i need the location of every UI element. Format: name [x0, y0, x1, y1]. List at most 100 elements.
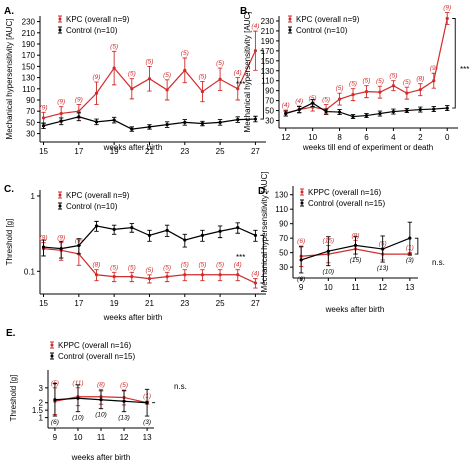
- panel-a-series-tumor-point: [200, 90, 205, 94]
- panel-d-legend-dot: [300, 190, 304, 194]
- panel-c-significance: ***: [236, 253, 245, 262]
- panel-d-significance: n.s.: [432, 258, 445, 267]
- panel-a-xlabel: weeks after birth: [103, 143, 163, 152]
- panel-d-legend-dot: [300, 201, 304, 205]
- panel-a-ytick-label: 190: [22, 40, 36, 49]
- panel-a-series-tumor-point: [112, 66, 116, 70]
- panel-d-series-control-point: [381, 247, 385, 251]
- panel-d-xtick-label: 12: [378, 283, 387, 292]
- panel-b-series-control-point: [311, 101, 315, 105]
- panel-b-xtick-label: 12: [281, 133, 290, 142]
- panel-c-series-control-point: [218, 229, 222, 233]
- panel-a-series-tumor-n-label: (9): [75, 96, 83, 103]
- panel-a-series-control-point: [200, 121, 205, 126]
- panel-b-legend-control: Control (n=10): [296, 26, 348, 35]
- panel-b-series-tumor-point: [378, 90, 382, 94]
- panel-e-xlabel: weeks after birth: [71, 453, 131, 462]
- panel-c-series-tumor-n-label: (9): [57, 235, 65, 242]
- panel-a-series-tumor-point: [59, 111, 63, 116]
- panel-b-ytick-label: 130: [261, 67, 275, 76]
- panel-c-series-control-point: [147, 233, 152, 237]
- panel-d-series-control-n-label: (3): [406, 257, 414, 264]
- panel-c-series-tumor-n-label: (5): [128, 264, 136, 271]
- panel-c-series-tumor-n-label: (5): [145, 267, 153, 274]
- panel-e-xtick-label: 12: [120, 433, 129, 442]
- panel-a-series-tumor-point: [130, 87, 134, 91]
- panel-a-series-control-point: [41, 124, 46, 128]
- panel-a-series-tumor-point: [236, 87, 240, 91]
- panel-d-xtick-label: 9: [299, 283, 304, 292]
- panel-c-series-tumor-point: [147, 277, 152, 281]
- panel-e-series-control-n-label: (6): [51, 419, 59, 426]
- panel-c-legend-dot: [58, 193, 62, 197]
- panel-c-legend: KPC (overall n=9) Control (n=10): [58, 191, 130, 211]
- panel-e-series-control-point: [122, 399, 126, 403]
- panel-a-series-tumor-point: [253, 49, 258, 53]
- panel-a-series-control-point: [112, 118, 116, 122]
- panel-e-xtick-label: 10: [74, 433, 83, 442]
- panel-d-ytick-label: 70: [279, 234, 288, 243]
- panel-e-xtick-label: 11: [97, 433, 106, 442]
- panel-a-series-tumor-n-label: (5): [128, 71, 136, 78]
- panel-b-series-control-point: [378, 111, 382, 116]
- panel-b-ytick-label: 30: [265, 117, 274, 126]
- panel-a-ytick-label: 130: [22, 74, 36, 83]
- panel-d-xtick-label: 10: [324, 283, 333, 292]
- panel-d-significance-bracket: [414, 237, 419, 255]
- panel-c-label: C.: [4, 184, 14, 195]
- panel-a-xtick-label: 27: [251, 147, 260, 156]
- panel-a-series-control-point: [253, 117, 258, 121]
- panel-b-series-tumor-n-label: (9): [430, 65, 438, 72]
- panel-a-legend-control: Control (n=10): [66, 26, 118, 35]
- panel-d-ytick-label: 50: [279, 249, 288, 258]
- panel-d-series-control-point: [299, 258, 303, 262]
- panel-c-ytick-label: 0.1: [24, 267, 36, 276]
- panel-c-series-tumor-n-label: (4): [234, 262, 242, 269]
- panel-b-series-tumor-n-label: (4): [282, 102, 290, 109]
- panel-c-series-tumor-point: [112, 275, 116, 279]
- panel-a-series-tumor-n-label: (9): [93, 74, 101, 81]
- panel-b-series-control-point: [445, 106, 449, 110]
- panel-a-series-tumor-n-label: (9): [40, 104, 48, 111]
- panel-a-series-tumor-n-label: (4): [251, 23, 259, 30]
- panel-a-ylabel: Mechanical hypersensitivity [AUC]: [5, 19, 14, 140]
- panel-a-series-control-point: [94, 120, 99, 124]
- panel-b-xlabel: weeks till end of experiment or death: [302, 143, 433, 152]
- panel-c-series-tumor-point: [200, 273, 205, 277]
- panel-b-series-tumor-point: [405, 91, 409, 95]
- panel-e-series-tumor-n-label: (5): [120, 382, 128, 389]
- panel-e-series-control-point: [99, 398, 103, 402]
- panel-b-series-control-point: [364, 113, 369, 118]
- panel-d-series-control-n-label: (15): [350, 257, 362, 264]
- panel-e-xtick-label: 9: [53, 433, 58, 442]
- panel-b-series-tumor-n-label: (5): [349, 81, 357, 88]
- panel-a-series-control-point: [218, 120, 222, 124]
- panel-b-significance: ***: [460, 65, 469, 74]
- panel-b-xtick-label: 4: [391, 133, 396, 142]
- panel-c-series-tumor-n-label: (5): [181, 262, 189, 269]
- panel-a-series-tumor-point: [77, 109, 81, 113]
- panel-b-xtick-label: 10: [308, 133, 317, 142]
- panel-a-series-tumor-n-label: (5): [145, 58, 153, 65]
- panel-a-series-control-point: [59, 119, 63, 123]
- panel-a: A. 15 17 19 21 23 25 27 30 50 70 90 110 130 150 170 190…: [4, 6, 266, 156]
- panel-c-series-control-point: [94, 224, 99, 228]
- panel-d-legend-control: Control (overall n=15): [308, 199, 385, 208]
- panel-b-legend-dot: [288, 17, 292, 21]
- panel-b-xtick-label: 8: [337, 133, 342, 142]
- panel-a-series-tumor-point: [183, 68, 187, 72]
- panel-b-ytick-label: 230: [261, 17, 275, 26]
- panel-a-series-control-point: [77, 115, 81, 119]
- panel-e-series-control-point: [145, 401, 149, 405]
- panel-c-xtick-label: 23: [180, 299, 189, 308]
- panel-b-series-tumor-n-label: (5): [309, 95, 317, 102]
- panel-e-series-control-n-label: (3): [143, 419, 151, 426]
- panel-a-series-tumor-point: [218, 77, 222, 81]
- panel-d-legend: KPPC (overall n=16) Control (overall n=1…: [300, 188, 385, 208]
- panel-a-xtick-label: 19: [110, 147, 119, 156]
- panel-d-series-control-n-label: (13): [377, 265, 389, 272]
- panel-a-ytick-label: 210: [22, 29, 36, 38]
- panel-d-ytick-label: 90: [279, 220, 288, 229]
- panel-e-series-control-n-label: (13): [118, 415, 130, 422]
